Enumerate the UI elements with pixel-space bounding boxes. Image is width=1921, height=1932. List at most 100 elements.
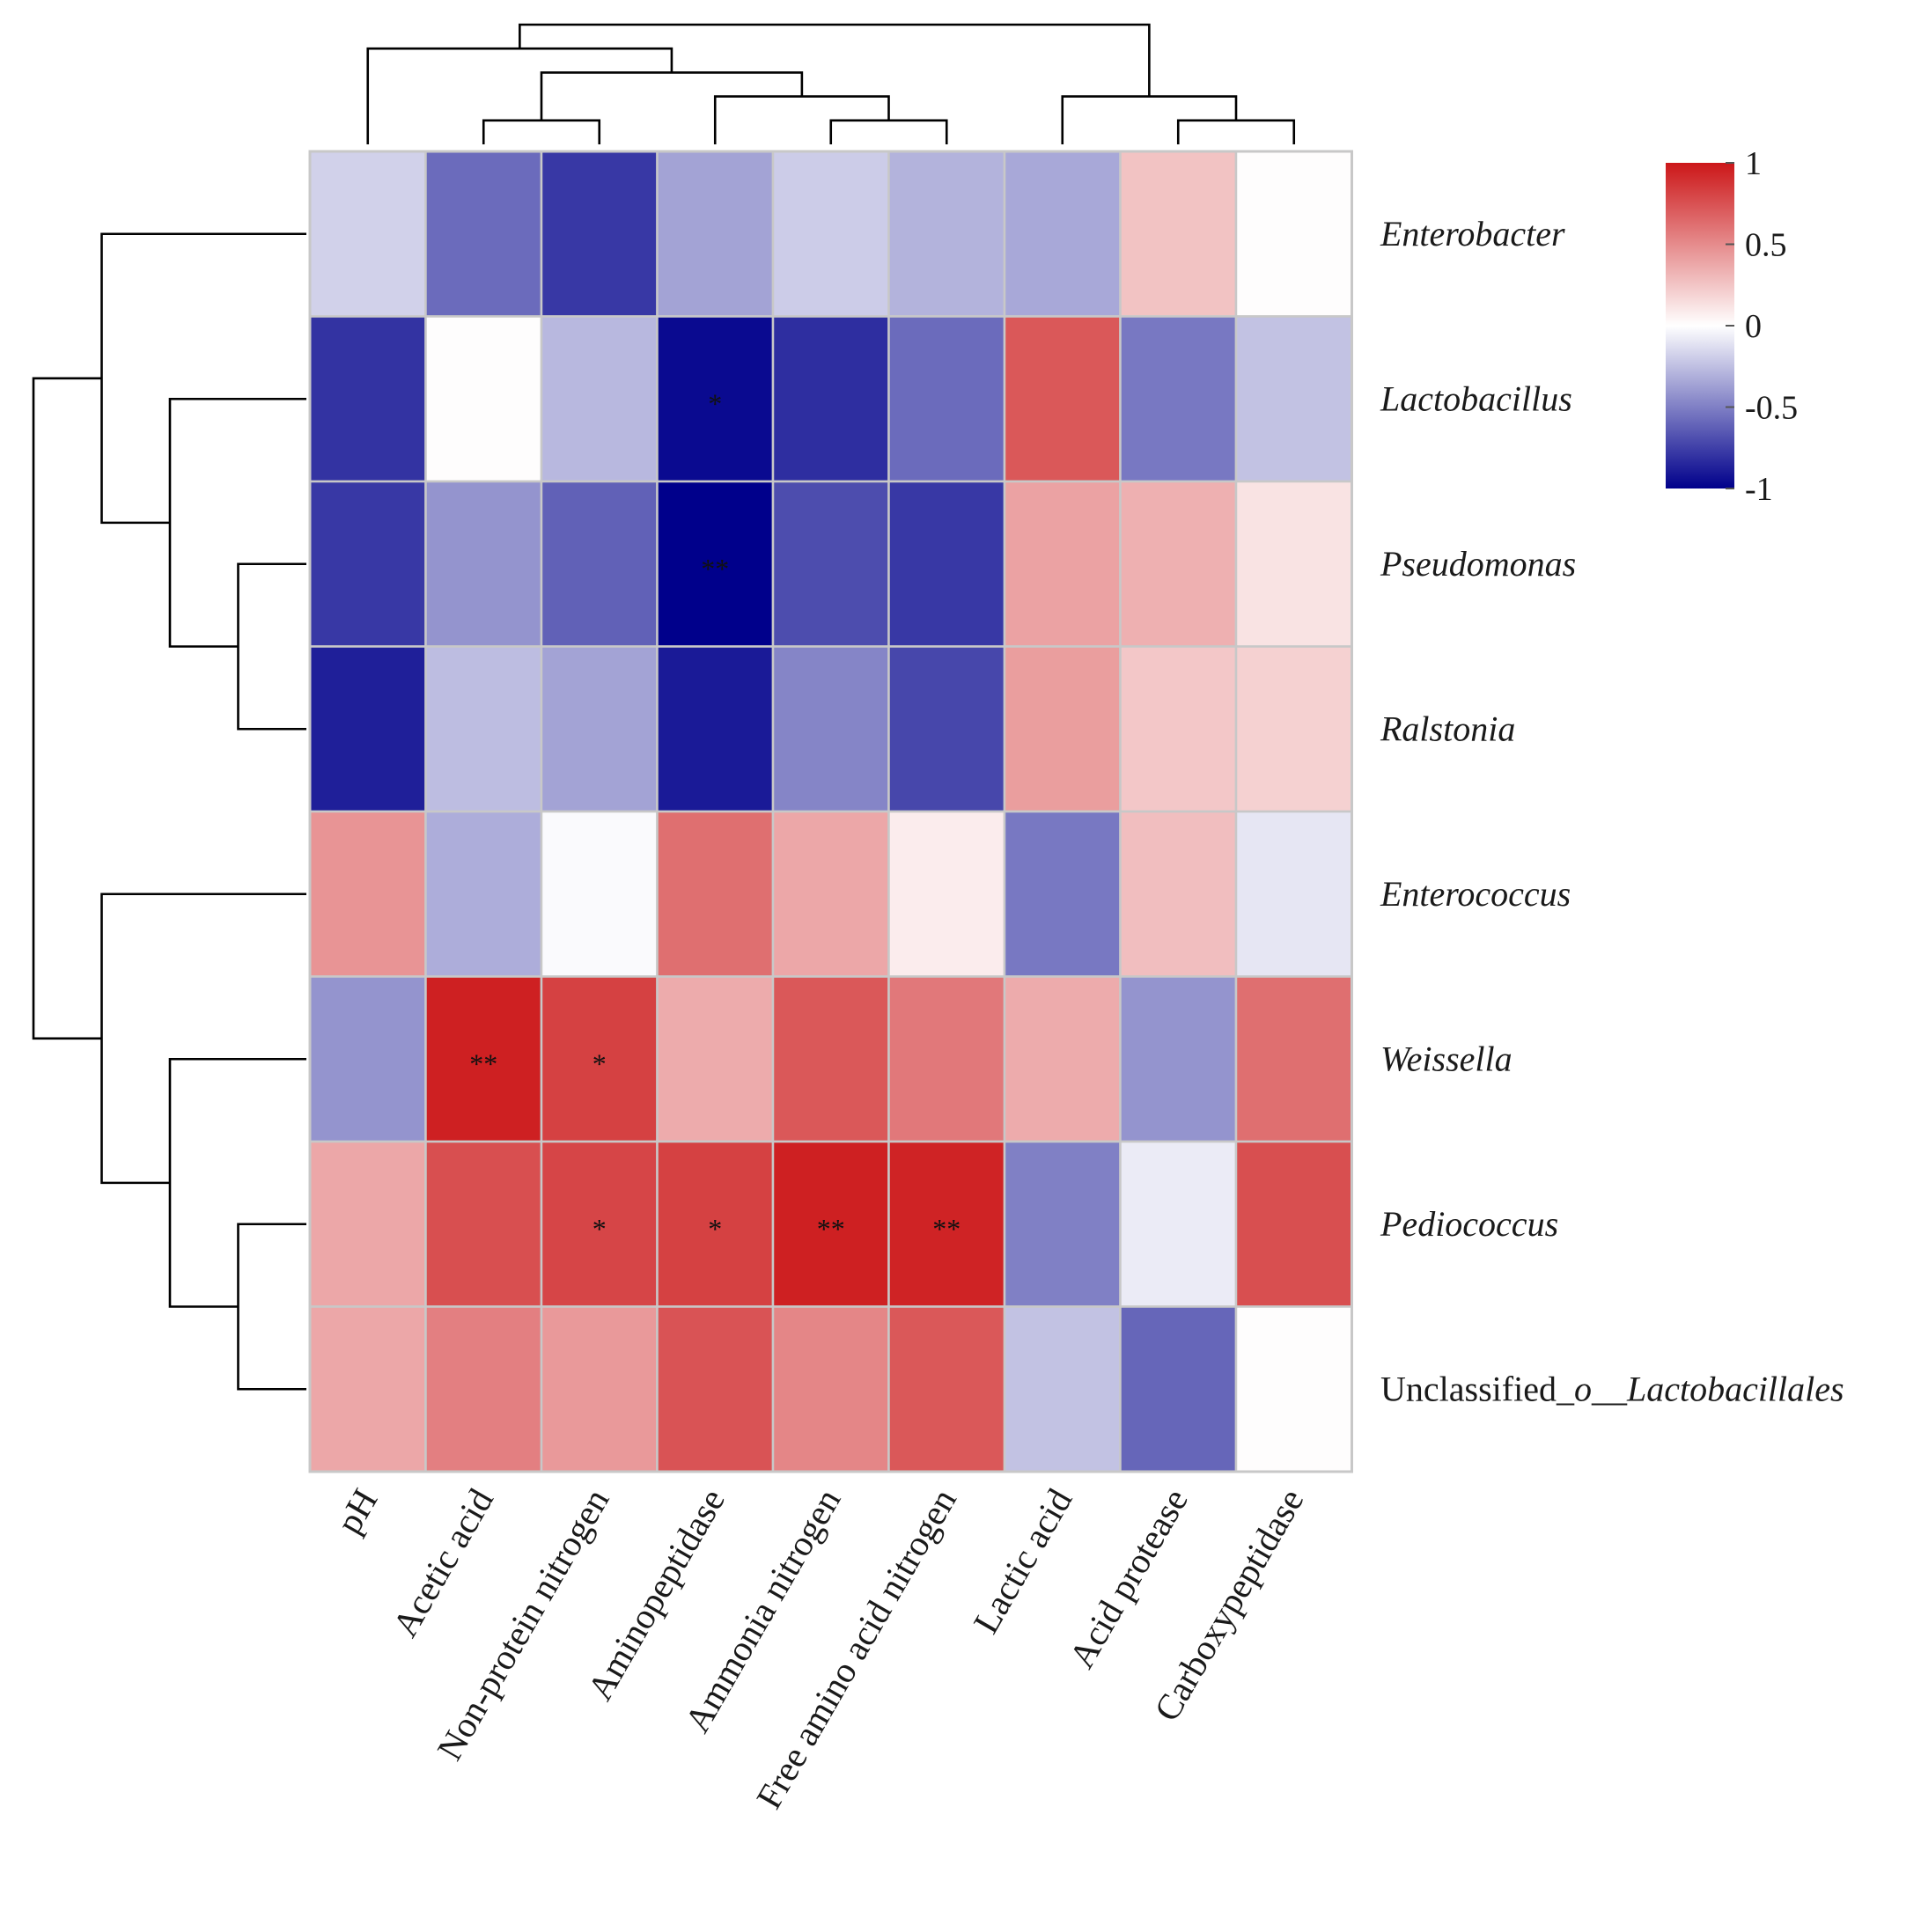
heatmap-cell (1234, 975, 1353, 1143)
row-label: Weissella (1380, 1039, 1513, 1078)
row-label: Ralstonia (1380, 709, 1515, 748)
heatmap-cell (1003, 645, 1122, 813)
heatmap-cell (540, 315, 659, 483)
significance-mark: ** (469, 1047, 497, 1079)
heatmap-cell (1234, 1305, 1353, 1473)
heatmap-cell (1119, 1305, 1238, 1473)
heatmap-cell (540, 1305, 659, 1473)
heatmap-cell (1003, 975, 1122, 1143)
legend-tick-label: 0.5 (1745, 227, 1787, 264)
heatmap-cell (1234, 150, 1353, 318)
dendrogram-branch (1176, 119, 1296, 144)
heatmap-cell (887, 975, 1006, 1143)
heatmap-cell (540, 975, 659, 1143)
heatmap-cell (1119, 645, 1238, 813)
heatmap-cell (656, 1305, 775, 1473)
row-labels: Enterobacter Lactobacillus Pseudomonas Rals… (1380, 214, 1844, 1409)
heatmap-cell (656, 150, 775, 318)
dendrogram-branch (100, 893, 306, 1185)
heatmap-cell (424, 810, 543, 978)
column-label: Free amino acid nitrogen (748, 1482, 964, 1816)
heatmap-cell (540, 480, 659, 648)
heatmap-cell (308, 810, 427, 978)
heatmap-cell (424, 1140, 543, 1308)
legend-tick-label: 1 (1745, 145, 1762, 182)
significance-mark: ** (932, 1213, 960, 1245)
heatmap-cell (771, 1305, 890, 1473)
heatmap-cell (771, 315, 890, 483)
heatmap-cell (771, 150, 890, 318)
dendrogram-branch (32, 377, 102, 1040)
heatmap-cell (1003, 1140, 1122, 1308)
legend-tick-label: 0 (1745, 308, 1762, 345)
heatmap-cell (1003, 810, 1122, 978)
heatmap-cell (887, 480, 1006, 648)
heatmap-cell (887, 645, 1006, 813)
heatmap-cell (887, 315, 1006, 483)
heatmap-cell (424, 645, 543, 813)
heatmap-cell (1003, 150, 1122, 318)
heatmap-cell (1234, 645, 1353, 813)
row-label: Enterobacter (1380, 214, 1565, 253)
heatmap-cell (308, 150, 427, 318)
heatmap-cell (1003, 480, 1122, 648)
heatmap-cell (771, 645, 890, 813)
row-label: Unclassified_o__Lactobacillales (1380, 1369, 1844, 1408)
heatmap-cell (540, 810, 659, 978)
legend-color-bar (1666, 163, 1734, 489)
significance-mark: ** (817, 1213, 845, 1245)
heatmap-border (308, 150, 1353, 1473)
heatmap-cell (887, 150, 1006, 318)
column-dendrogram (366, 23, 1296, 144)
heatmap-cell (1119, 315, 1238, 483)
heatmap-cell (1234, 1140, 1353, 1308)
heatmap-cell (424, 975, 543, 1143)
heatmap-cell (424, 480, 543, 648)
heatmap-cell (308, 975, 427, 1143)
heatmap-cell (308, 480, 427, 648)
heatmap-cell (308, 1140, 427, 1308)
heatmap-cell (1234, 315, 1353, 483)
heatmap-cell (1119, 480, 1238, 648)
significance-mark: * (708, 387, 722, 419)
heatmap-cell (1119, 1140, 1238, 1308)
legend-tick-label: -0.5 (1745, 390, 1798, 427)
heatmap-cell (308, 1305, 427, 1473)
heatmap-cell (1119, 975, 1238, 1143)
heatmap-cell (1234, 480, 1353, 648)
heatmap-cell (540, 645, 659, 813)
heatmap-cell (771, 480, 890, 648)
heatmap-cell (887, 810, 1006, 978)
legend-ticks: 1 0.5 0 -0.5 -1 (1726, 145, 1798, 508)
row-label: Pseudomonas (1380, 544, 1576, 584)
color-legend: 1 0.5 0 -0.5 -1 (1666, 145, 1798, 508)
heatmap-cell (771, 975, 890, 1143)
heatmap-cell (1119, 810, 1238, 978)
heatmap-cell (656, 975, 775, 1143)
dendrogram-branch (237, 1223, 306, 1391)
heatmap-cell (1003, 315, 1122, 483)
heatmap-cell (656, 645, 775, 813)
significance-mark: * (708, 1213, 722, 1245)
significance-mark: ** (701, 553, 729, 584)
dendrogram-branch (366, 47, 673, 144)
heatmap-cell (424, 315, 543, 483)
dendrogram-branch (237, 562, 306, 731)
dendrogram-branch (482, 119, 601, 144)
heatmap-cells (308, 150, 1353, 1473)
column-label: Lactic acid (965, 1482, 1079, 1641)
column-label: pH (328, 1482, 386, 1540)
significance-mark: * (592, 1047, 607, 1079)
heatmap-cell (424, 150, 543, 318)
heatmap-cell (656, 1140, 775, 1308)
dendrogram-branch (100, 232, 306, 525)
significance-marks: ***** ** * ** ** (469, 387, 960, 1245)
significance-mark: * (592, 1213, 607, 1245)
heatmap-cell (656, 315, 775, 483)
row-label: Pediococcus (1380, 1204, 1558, 1244)
heatmap-cell (540, 150, 659, 318)
column-label: Acid protease (1061, 1482, 1196, 1675)
column-label: Acetic acid (384, 1482, 501, 1644)
